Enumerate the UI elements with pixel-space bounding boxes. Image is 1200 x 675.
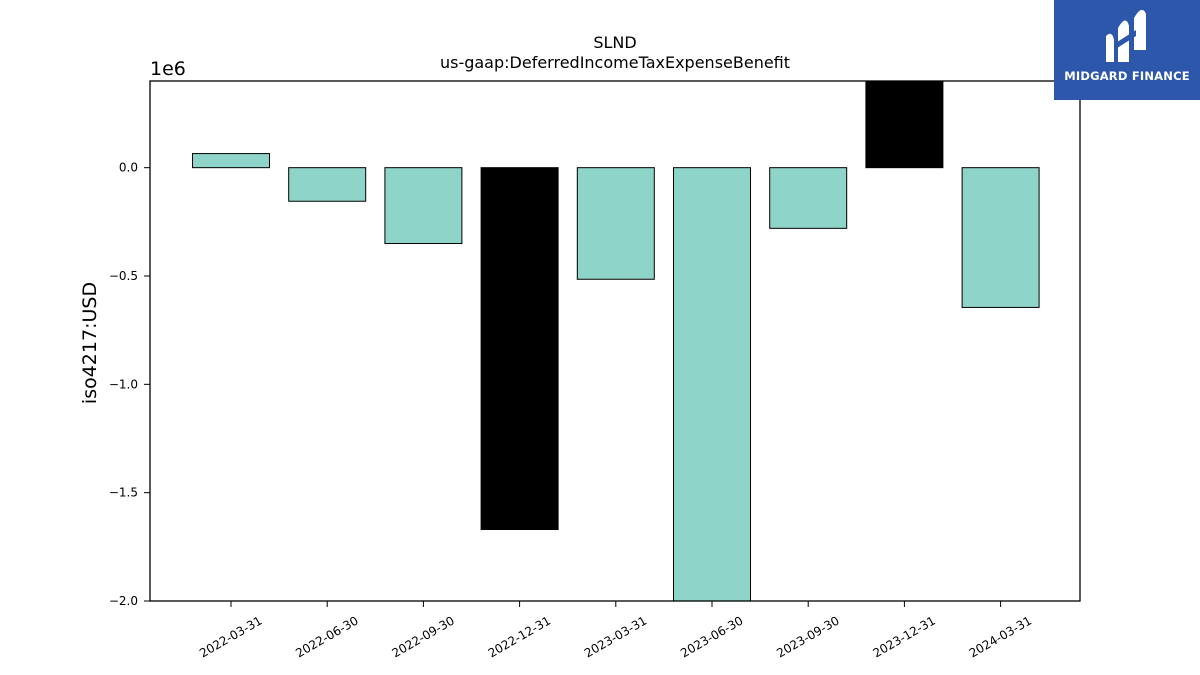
x-tick-label: 2022-06-30 [293,613,360,660]
y-tick-label: 0.0 [119,161,138,175]
y-tick-label: −1.0 [109,377,138,391]
logo-text: MIDGARD FINANCE [1064,69,1190,83]
chart-title: SLND [593,33,636,52]
y-tick-label: −2.0 [109,594,138,608]
midgard-finance-logo: MIDGARD FINANCE [1054,0,1200,100]
y-multiplier-label: 1e6 [150,58,186,80]
plot-frame [149,80,1081,602]
x-ticks-group: 2022-03-31 2022-06-30 2022-09-30 2022-12-31… [197,601,1034,660]
x-tick-label: 2024-03-31 [967,613,1034,660]
x-tick-label: 2022-09-30 [389,613,456,660]
logo-mark-icon [1106,9,1146,62]
y-axis-label: iso4217:USD [79,282,101,404]
x-tick-label: 2023-09-30 [774,613,841,660]
bar-2023-12-31 [865,80,944,169]
bar-2022-12-31 [480,167,559,531]
x-tick-label: 2022-12-31 [486,613,553,660]
x-tick-label: 2023-03-31 [582,613,649,660]
bar-2022-09-30 [384,167,463,245]
bar-2023-06-30 [673,167,751,602]
y-tick-label: −0.5 [109,269,138,283]
x-tick-label: 2022-03-31 [197,613,264,660]
bars-group [192,80,1040,602]
bar-2022-06-30 [288,167,367,202]
bar-2024-03-31 [961,167,1040,308]
chart-subtitle: us-gaap:DeferredIncomeTaxExpenseBenefit [440,53,790,72]
bar-2023-03-31 [576,167,655,280]
bar-2023-09-30 [769,167,848,229]
x-tick-label: 2023-12-31 [870,613,937,660]
bar-2022-03-31 [192,153,270,169]
y-tick-label: −1.5 [109,486,138,500]
y-ticks-group: 0.0 −0.5 −1.0 −1.5 −2.0 [109,161,150,608]
x-tick-label: 2023-06-30 [678,613,745,660]
